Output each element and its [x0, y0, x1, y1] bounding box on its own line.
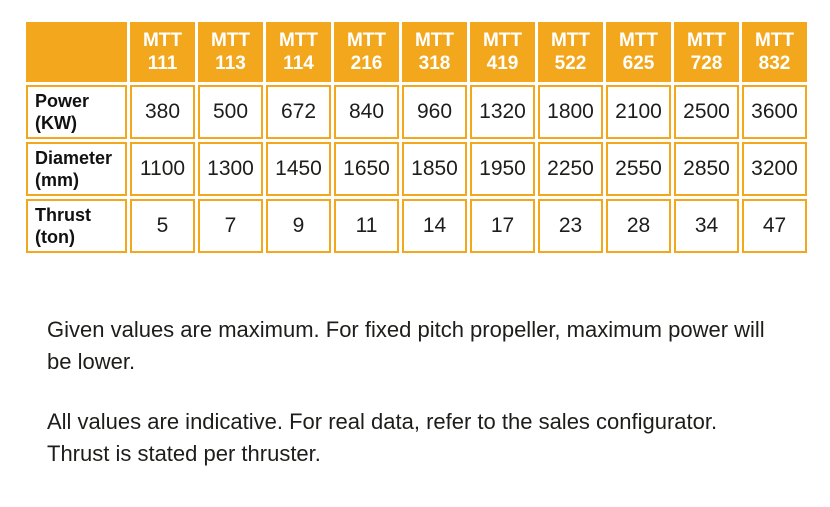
- model-prefix: MTT: [142, 30, 183, 51]
- spec-value: 34: [674, 199, 739, 253]
- spec-value: 2550: [606, 142, 671, 196]
- note-paragraph-maximum-values: Given values are maximum. For fixed pitc…: [47, 314, 765, 378]
- header-row: MTT 111 MTT 113 MTT 114 MTT 216 MTT 318 …: [26, 22, 807, 82]
- model-prefix: MTT: [686, 30, 727, 51]
- spec-value: 5: [130, 199, 195, 253]
- spec-value: 28: [606, 199, 671, 253]
- note-line: be lower.: [47, 349, 136, 374]
- column-header-mtt-318: MTT 318: [402, 22, 467, 82]
- table-corner-cell: [26, 22, 127, 82]
- column-header-mtt-832: MTT 832: [742, 22, 807, 82]
- spec-value: 2100: [606, 85, 671, 139]
- spec-value: 380: [130, 85, 195, 139]
- row-label-text: Power: [35, 91, 90, 111]
- row-label-text: Thrust: [35, 205, 91, 225]
- model-prefix: MTT: [414, 30, 455, 51]
- row-label-text: Diameter: [35, 148, 113, 168]
- spec-value: 1320: [470, 85, 535, 139]
- model-prefix: MTT: [618, 30, 659, 51]
- spec-value: 9: [266, 199, 331, 253]
- row-label-diameter: Diameter (mm): [26, 142, 127, 196]
- table-row-power: Power (KW) 380 500 672 840 960 1320 1800…: [26, 85, 807, 139]
- model-code: 216: [350, 53, 383, 74]
- column-header-mtt-728: MTT 728: [674, 22, 739, 82]
- row-label-unit: (mm): [35, 170, 79, 190]
- model-code: 625: [622, 53, 655, 74]
- note-line: Given values are maximum. For fixed pitc…: [47, 317, 765, 342]
- model-prefix: MTT: [346, 30, 387, 51]
- spec-value: 2250: [538, 142, 603, 196]
- thruster-specs-table: MTT 111 MTT 113 MTT 114 MTT 216 MTT 318 …: [23, 19, 810, 256]
- spec-value: 500: [198, 85, 263, 139]
- model-prefix: MTT: [210, 30, 251, 51]
- note-line: All values are indicative. For real data…: [47, 409, 718, 434]
- row-label-thrust: Thrust (ton): [26, 199, 127, 253]
- spec-value: 1450: [266, 142, 331, 196]
- spec-value: 11: [334, 199, 399, 253]
- spec-value: 2850: [674, 142, 739, 196]
- spec-value: 1300: [198, 142, 263, 196]
- column-header-mtt-419: MTT 419: [470, 22, 535, 82]
- model-code: 111: [147, 53, 178, 74]
- column-header-mtt-113: MTT 113: [198, 22, 263, 82]
- table-row-thrust: Thrust (ton) 5 7 9 11 14 17 23 28 34 47: [26, 199, 807, 253]
- spec-value: 14: [402, 199, 467, 253]
- spec-value: 1800: [538, 85, 603, 139]
- model-code: 318: [418, 53, 451, 74]
- spec-value: 7: [198, 199, 263, 253]
- note-paragraph-indicative-values: All values are indicative. For real data…: [47, 406, 765, 470]
- spec-value: 3200: [742, 142, 807, 196]
- model-prefix: MTT: [278, 30, 319, 51]
- model-code: 832: [758, 53, 791, 74]
- model-code: 113: [215, 53, 246, 74]
- spec-value: 1650: [334, 142, 399, 196]
- row-label-power: Power (KW): [26, 85, 127, 139]
- model-prefix: MTT: [482, 30, 523, 51]
- spec-value: 840: [334, 85, 399, 139]
- spec-value: 960: [402, 85, 467, 139]
- table-row-diameter: Diameter (mm) 1100 1300 1450 1650 1850 1…: [26, 142, 807, 196]
- column-header-mtt-111: MTT 111: [130, 22, 195, 82]
- note-line: Thrust is stated per thruster.: [47, 441, 321, 466]
- model-code: 114: [283, 53, 314, 74]
- spec-value: 1850: [402, 142, 467, 196]
- spec-value: 1950: [470, 142, 535, 196]
- spec-value: 2500: [674, 85, 739, 139]
- spec-value: 3600: [742, 85, 807, 139]
- column-header-mtt-216: MTT 216: [334, 22, 399, 82]
- model-code: 728: [690, 53, 723, 74]
- spec-value: 17: [470, 199, 535, 253]
- column-header-mtt-114: MTT 114: [266, 22, 331, 82]
- model-code: 419: [486, 53, 519, 74]
- notes-section: Given values are maximum. For fixed pitc…: [47, 314, 765, 470]
- row-label-unit: (ton): [35, 227, 75, 247]
- model-code: 522: [554, 53, 587, 74]
- model-prefix: MTT: [754, 30, 795, 51]
- spec-value: 672: [266, 85, 331, 139]
- spec-value: 23: [538, 199, 603, 253]
- spec-value: 1100: [130, 142, 195, 196]
- row-label-unit: (KW): [35, 113, 77, 133]
- spec-value: 47: [742, 199, 807, 253]
- column-header-mtt-625: MTT 625: [606, 22, 671, 82]
- model-prefix: MTT: [550, 30, 591, 51]
- column-header-mtt-522: MTT 522: [538, 22, 603, 82]
